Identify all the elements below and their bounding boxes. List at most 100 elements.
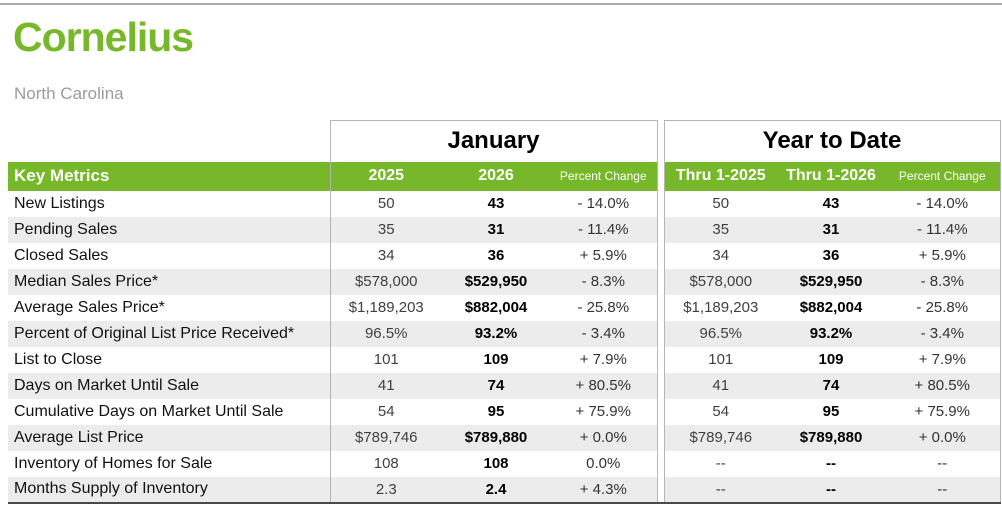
jan-2026-value: 2.4 xyxy=(442,476,550,503)
metric-label: Inventory of Homes for Sale xyxy=(8,450,330,477)
table-row: Pending Sales 35 31 - 11.4% 35 31 - 11.4… xyxy=(8,216,1001,243)
table-row: Days on Market Until Sale 41 74 + 80.5% … xyxy=(8,372,1001,399)
column-header-ytd-2026: Thru 1-2026 xyxy=(777,161,886,191)
section-gap xyxy=(657,320,665,347)
jan-percent-change: - 8.3% xyxy=(550,268,658,295)
column-header-jan-percent-change: Percent Change xyxy=(550,161,658,191)
section-gap xyxy=(657,476,665,503)
ytd-2026-value: 43 xyxy=(777,190,886,217)
jan-percent-change: - 3.4% xyxy=(550,320,658,347)
key-metrics-label: Key Metrics xyxy=(8,161,330,191)
ytd-2026-value: 74 xyxy=(777,372,886,399)
metric-label: Cumulative Days on Market Until Sale xyxy=(8,398,330,425)
jan-2026-value: 108 xyxy=(442,450,550,477)
section-gap xyxy=(657,450,665,477)
ytd-2025-value: -- xyxy=(663,476,778,503)
jan-2026-value: 36 xyxy=(442,242,550,269)
group-header-year-to-date: Year to Date xyxy=(663,120,1001,162)
table-row: Cumulative Days on Market Until Sale 54 … xyxy=(8,398,1001,425)
jan-2026-value: 109 xyxy=(442,346,550,373)
ytd-2025-value: $1,189,203 xyxy=(663,294,778,321)
table-row: Months Supply of Inventory 2.3 2.4 + 4.3… xyxy=(8,476,1001,503)
metric-label: Median Sales Price* xyxy=(8,268,330,295)
table-row: New Listings 50 43 - 14.0% 50 43 - 14.0% xyxy=(8,190,1001,217)
jan-percent-change: + 7.9% xyxy=(550,346,658,373)
metric-label: Pending Sales xyxy=(8,216,330,243)
ytd-2025-value: 34 xyxy=(663,242,778,269)
table-row: Inventory of Homes for Sale 108 108 0.0%… xyxy=(8,450,1001,477)
jan-2025-value: $578,000 xyxy=(329,268,442,295)
ytd-percent-change: + 7.9% xyxy=(885,346,1001,373)
ytd-2026-value: $529,950 xyxy=(777,268,886,295)
group-header-january: January xyxy=(329,120,658,162)
jan-2026-value: 43 xyxy=(442,190,550,217)
jan-2026-value: 95 xyxy=(442,398,550,425)
jan-percent-change: + 80.5% xyxy=(550,372,658,399)
jan-2025-value: $1,189,203 xyxy=(329,294,442,321)
ytd-2025-value: 35 xyxy=(663,216,778,243)
section-gap xyxy=(657,120,665,162)
metric-label: Days on Market Until Sale xyxy=(8,372,330,399)
ytd-2025-value: 96.5% xyxy=(663,320,778,347)
metric-label: Average List Price xyxy=(8,424,330,451)
jan-2025-value: 41 xyxy=(329,372,442,399)
section-gap xyxy=(657,268,665,295)
ytd-2026-value: 36 xyxy=(777,242,886,269)
ytd-percent-change: - 8.3% xyxy=(885,268,1001,295)
jan-2025-value: 50 xyxy=(329,190,442,217)
column-header-jan-2026: 2026 xyxy=(442,161,550,191)
ytd-2026-value: $789,880 xyxy=(777,424,886,451)
ytd-percent-change: + 80.5% xyxy=(885,372,1001,399)
ytd-2026-value: $882,004 xyxy=(777,294,886,321)
key-metrics-table: January Year to Date Key Metrics 2025 20… xyxy=(8,120,1001,504)
ytd-2026-value: -- xyxy=(777,476,886,503)
jan-2026-value: 31 xyxy=(442,216,550,243)
jan-2026-value: $882,004 xyxy=(442,294,550,321)
section-gap xyxy=(657,190,665,217)
metric-label: Closed Sales xyxy=(8,242,330,269)
jan-2026-value: $529,950 xyxy=(442,268,550,295)
section-gap xyxy=(657,372,665,399)
group-header-row: January Year to Date xyxy=(8,120,1001,162)
jan-2025-value: 108 xyxy=(329,450,442,477)
jan-percent-change: - 14.0% xyxy=(550,190,658,217)
section-gap xyxy=(657,242,665,269)
jan-percent-change: + 5.9% xyxy=(550,242,658,269)
ytd-2025-value: $789,746 xyxy=(663,424,778,451)
jan-2026-value: 93.2% xyxy=(442,320,550,347)
jan-2025-value: 54 xyxy=(329,398,442,425)
metric-label: New Listings xyxy=(8,190,330,217)
ytd-2026-value: 93.2% xyxy=(777,320,886,347)
jan-percent-change: - 11.4% xyxy=(550,216,658,243)
table-row: Percent of Original List Price Received*… xyxy=(8,320,1001,347)
jan-2025-value: 96.5% xyxy=(329,320,442,347)
jan-2025-value: 2.3 xyxy=(329,476,442,503)
metric-label: List to Close xyxy=(8,346,330,373)
jan-percent-change: 0.0% xyxy=(550,450,658,477)
column-header-row: Key Metrics 2025 2026 Percent Change Thr… xyxy=(8,161,1001,191)
ytd-2026-value: 31 xyxy=(777,216,886,243)
ytd-2025-value: $578,000 xyxy=(663,268,778,295)
section-gap xyxy=(657,424,665,451)
table-row: Closed Sales 34 36 + 5.9% 34 36 + 5.9% xyxy=(8,242,1001,269)
corner-spacer xyxy=(8,120,330,162)
section-gap xyxy=(657,346,665,373)
jan-2026-value: 74 xyxy=(442,372,550,399)
column-header-ytd-percent-change: Percent Change xyxy=(885,161,1001,191)
metric-label: Average Sales Price* xyxy=(8,294,330,321)
ytd-percent-change: + 5.9% xyxy=(885,242,1001,269)
table-body: New Listings 50 43 - 14.0% 50 43 - 14.0%… xyxy=(8,190,1001,503)
jan-percent-change: + 75.9% xyxy=(550,398,658,425)
section-gap xyxy=(657,294,665,321)
ytd-percent-change: - 3.4% xyxy=(885,320,1001,347)
jan-2025-value: 35 xyxy=(329,216,442,243)
table-row: List to Close 101 109 + 7.9% 101 109 + 7… xyxy=(8,346,1001,373)
jan-2025-value: 101 xyxy=(329,346,442,373)
ytd-2026-value: 109 xyxy=(777,346,886,373)
ytd-percent-change: - 11.4% xyxy=(885,216,1001,243)
section-gap xyxy=(657,216,665,243)
page-subtitle: North Carolina xyxy=(14,84,124,103)
ytd-percent-change: - 14.0% xyxy=(885,190,1001,217)
column-header-jan-2025: 2025 xyxy=(329,161,442,191)
jan-percent-change: - 25.8% xyxy=(550,294,658,321)
